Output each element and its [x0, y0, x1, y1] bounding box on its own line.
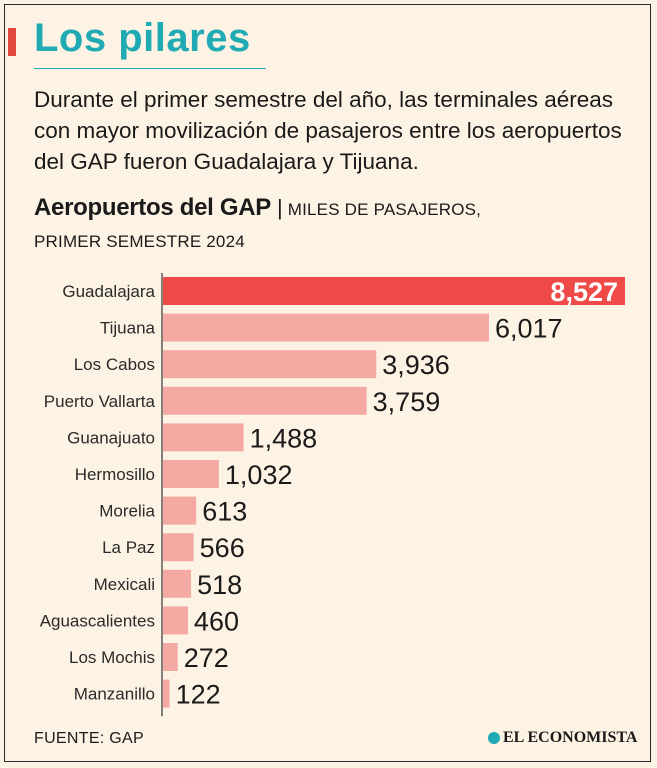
category-label: Tijuana [100, 319, 156, 338]
value-label: 8,527 [550, 277, 618, 307]
value-label: 6,017 [495, 314, 563, 344]
category-label: Aguascalientes [40, 611, 155, 630]
infographic-frame [4, 4, 651, 762]
source-note: FUENTE: GAP [34, 730, 144, 747]
bar-tijuana [163, 313, 490, 342]
value-label: 518 [197, 570, 242, 600]
category-label: Puerto Vallarta [44, 392, 156, 411]
value-label: 122 [176, 680, 221, 710]
chart-title: Aeropuertos del GAP [34, 194, 272, 221]
value-label: 3,936 [382, 350, 450, 380]
category-label: Morelia [99, 502, 155, 521]
brand-logo: EL ECONOMISTA [488, 729, 637, 747]
page-subtitle: Durante el primer semestre del año, las … [34, 87, 622, 174]
category-label: La Paz [102, 538, 155, 557]
category-label: Los Cabos [74, 355, 155, 374]
bar-los-cabos [163, 350, 377, 379]
value-label: 1,032 [225, 460, 293, 490]
title-underline [34, 68, 266, 69]
category-label: Guadalajara [62, 282, 155, 301]
bar-la-paz [163, 533, 194, 562]
bar-hermosillo [163, 460, 219, 488]
bar-aguascalientes [163, 606, 188, 635]
chart-units-line1: Miles de pasajeros, [287, 200, 482, 219]
chart-units-line2: primer semestre 2024 [34, 232, 245, 251]
category-label: Mexicali [94, 575, 155, 594]
value-label: 272 [184, 643, 229, 673]
bar-guanajuato [163, 423, 244, 452]
category-label: Los Mochis [69, 648, 155, 667]
chart-heading-separator: | [277, 195, 283, 220]
value-label: 613 [202, 497, 247, 527]
bar-mexicali [163, 569, 192, 598]
value-label: 1,488 [250, 423, 318, 453]
brand-name: EL ECONOMISTA [503, 729, 638, 746]
bar-los-mochis [163, 643, 178, 671]
title-accent-mark [8, 28, 16, 56]
bar-morelia [163, 496, 197, 525]
bar-puerto-vallarta [163, 386, 367, 415]
category-label: Manzanillo [74, 685, 155, 704]
category-label: Hermosillo [75, 465, 155, 484]
page-title: Los pilares [34, 16, 251, 60]
bar-manzanillo [163, 679, 170, 708]
value-label: 460 [194, 606, 239, 636]
value-label: 566 [200, 533, 245, 563]
brand-globe-icon [488, 732, 500, 744]
category-label: Guanajuato [67, 428, 155, 447]
value-label: 3,759 [373, 387, 441, 417]
chart-heading: Aeropuertos del GAP | Miles de pasajeros, … [34, 192, 634, 258]
bar-guadalajara [163, 277, 625, 305]
